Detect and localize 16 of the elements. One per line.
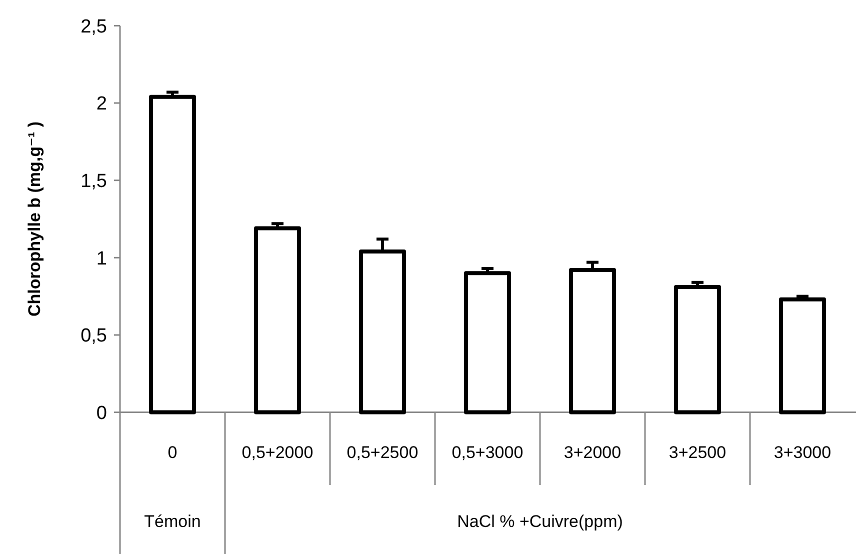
y-axis-title: Chlorophylle b (mg,g⁻¹ ) — [25, 121, 44, 317]
y-tick-label: 2 — [96, 94, 107, 115]
x-tick-label: 0,5+2500 — [346, 443, 418, 462]
y-tick-label: 0 — [96, 402, 107, 424]
y-tick-label: 0,5 — [80, 326, 107, 347]
y-tick-label: 2,5 — [80, 16, 107, 38]
x-tick-label: 3+3000 — [774, 443, 832, 462]
text: NaCl % +Cuivre(ppm) — [457, 512, 623, 531]
x-tick-label: 3+2500 — [668, 443, 726, 462]
x-tick-label: 3+2000 — [564, 443, 622, 462]
y-tick-label: 1,5 — [80, 170, 107, 192]
text: Témoin — [144, 512, 201, 531]
y-tick-label: 1 — [96, 248, 107, 270]
x-tick-label: 0,5+2000 — [242, 443, 314, 462]
x-tick-label: 0,5+3000 — [452, 443, 524, 462]
x-tick-label: 0 — [168, 443, 178, 462]
